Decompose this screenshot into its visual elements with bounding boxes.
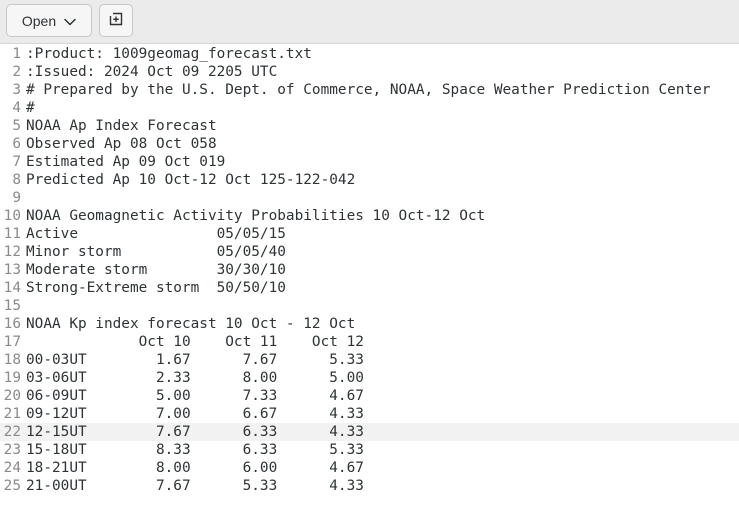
editor-line[interactable]: 16 NOAA Kp index forecast 10 Oct - 12 Oct xyxy=(0,315,739,333)
line-text[interactable]: Observed Ap 08 Oct 058 xyxy=(26,136,217,152)
line-text[interactable]: # Prepared by the U.S. Dept. of Commerce… xyxy=(26,82,711,98)
line-number: 16 xyxy=(3,316,21,332)
editor-line[interactable]: 23 15-18UT 8.33 6.33 5.33 xyxy=(0,441,739,459)
text-editor[interactable]: 1 :Product: 1009geomag_forecast.txt 2 :Issu… xyxy=(0,45,739,520)
editor-line[interactable]: 18 00-03UT 1.67 7.67 5.33 xyxy=(0,351,739,369)
line-number: 5 xyxy=(12,118,21,134)
line-text[interactable]: 06-09UT 5.00 7.33 4.67 xyxy=(26,388,364,404)
header-bar: Open xyxy=(0,0,739,44)
editor-line[interactable]: 24 18-21UT 8.00 6.00 4.67 xyxy=(0,459,739,477)
line-number: 12 xyxy=(3,244,21,260)
line-number: 2 xyxy=(12,64,21,80)
line-text[interactable]: 00-03UT 1.67 7.67 5.33 xyxy=(26,352,364,368)
editor-line[interactable]: 6 Observed Ap 08 Oct 058 xyxy=(0,135,739,153)
editor-line[interactable]: 2 :Issued: 2024 Oct 09 2205 UTC xyxy=(0,63,739,81)
editor-line[interactable]: 10 NOAA Geomagnetic Activity Probabilitie… xyxy=(0,207,739,225)
editor-line[interactable]: 5 NOAA Ap Index Forecast xyxy=(0,117,739,135)
line-number: 11 xyxy=(3,226,21,242)
line-number: 4 xyxy=(12,100,21,116)
line-number: 13 xyxy=(3,262,21,278)
line-number: 21 xyxy=(3,406,21,422)
line-text[interactable]: :Product: 1009geomag_forecast.txt xyxy=(26,46,312,62)
new-tab-icon xyxy=(109,12,123,29)
line-text[interactable]: 21-00UT 7.67 5.33 4.33 xyxy=(26,478,364,494)
line-number: 15 xyxy=(3,298,21,314)
editor-line[interactable]: 14 Strong-Extreme storm 50/50/10 xyxy=(0,279,739,297)
editor-line[interactable]: 8 Predicted Ap 10 Oct-12 Oct 125-122-042 xyxy=(0,171,739,189)
line-text[interactable]: Strong-Extreme storm 50/50/10 xyxy=(26,280,286,296)
editor-line[interactable]: 3 # Prepared by the U.S. Dept. of Commerc… xyxy=(0,81,739,99)
open-button-label: Open xyxy=(21,12,57,29)
line-text[interactable]: 18-21UT 8.00 6.00 4.67 xyxy=(26,460,364,476)
line-number: 10 xyxy=(3,208,21,224)
line-text[interactable]: 12-15UT 7.67 6.33 4.33 xyxy=(26,424,364,440)
line-number: 17 xyxy=(3,334,21,350)
line-number: 7 xyxy=(12,154,21,170)
editor-line[interactable]: 11 Active 05/05/15 xyxy=(0,225,739,243)
line-text[interactable]: NOAA Kp index forecast 10 Oct - 12 Oct xyxy=(26,316,356,332)
editor-line[interactable]: 7 Estimated Ap 09 Oct 019 xyxy=(0,153,739,171)
line-number: 22 xyxy=(3,424,21,440)
editor-line[interactable]: 20 06-09UT 5.00 7.33 4.67 xyxy=(0,387,739,405)
line-number: 23 xyxy=(3,442,21,458)
new-tab-button[interactable] xyxy=(99,4,133,37)
editor-line[interactable]: 4 # xyxy=(0,99,739,117)
line-text[interactable]: NOAA Ap Index Forecast xyxy=(26,118,217,134)
editor-line[interactable]: 21 09-12UT 7.00 6.67 4.33 xyxy=(0,405,739,423)
line-text[interactable]: Oct 10 Oct 11 Oct 12 xyxy=(26,334,364,350)
line-number: 8 xyxy=(12,172,21,188)
line-number: 25 xyxy=(3,478,21,494)
line-number: 18 xyxy=(3,352,21,368)
line-number: 9 xyxy=(12,190,21,206)
line-text[interactable]: Moderate storm 30/30/10 xyxy=(26,262,286,278)
line-text[interactable]: Predicted Ap 10 Oct-12 Oct 125-122-042 xyxy=(26,172,356,188)
line-number: 14 xyxy=(3,280,21,296)
line-number: 6 xyxy=(12,136,21,152)
line-number: 24 xyxy=(3,460,21,476)
editor-line[interactable]: 25 21-00UT 7.67 5.33 4.33 xyxy=(0,477,739,495)
editor-line[interactable]: 19 03-06UT 2.33 8.00 5.00 xyxy=(0,369,739,387)
line-text[interactable]: Minor storm 05/05/40 xyxy=(26,244,286,260)
line-text[interactable]: NOAA Geomagnetic Activity Probabilities … xyxy=(26,208,486,224)
line-number: 3 xyxy=(12,82,21,98)
line-text[interactable]: # xyxy=(26,100,35,116)
line-number: 1 xyxy=(12,46,21,62)
line-text[interactable]: Estimated Ap 09 Oct 019 xyxy=(26,154,226,170)
editor-line[interactable]: 22 12-15UT 7.67 6.33 4.33 xyxy=(0,423,739,441)
editor-line[interactable]: 9 xyxy=(0,189,739,207)
line-text[interactable]: 15-18UT 8.33 6.33 5.33 xyxy=(26,442,364,458)
line-text[interactable]: 09-12UT 7.00 6.67 4.33 xyxy=(26,406,364,422)
editor-line[interactable]: 13 Moderate storm 30/30/10 xyxy=(0,261,739,279)
line-number: 19 xyxy=(3,370,21,386)
line-text[interactable]: Active 05/05/15 xyxy=(26,226,286,242)
open-button[interactable]: Open xyxy=(6,4,92,37)
line-text[interactable]: :Issued: 2024 Oct 09 2205 UTC xyxy=(26,64,278,80)
line-number: 20 xyxy=(3,388,21,404)
chevron-down-icon xyxy=(64,13,76,29)
editor-line[interactable]: 12 Minor storm 05/05/40 xyxy=(0,243,739,261)
line-text[interactable]: 03-06UT 2.33 8.00 5.00 xyxy=(26,370,364,386)
editor-line[interactable]: 1 :Product: 1009geomag_forecast.txt xyxy=(0,45,739,63)
editor-line[interactable]: 17 Oct 10 Oct 11 Oct 12 xyxy=(0,333,739,351)
editor-line[interactable]: 15 xyxy=(0,297,739,315)
